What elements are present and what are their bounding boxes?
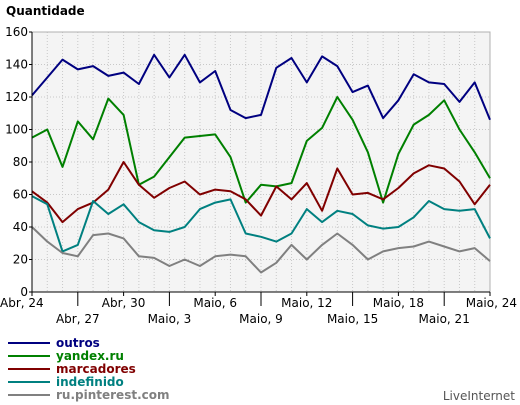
legend-label: outros [56, 336, 100, 350]
series-line-indefinido [31, 195, 491, 253]
chart-title: Quantidade [6, 4, 85, 18]
x-tick-label: Abr, 30 [102, 296, 146, 310]
y-tick-labels: 0 20 40 60 80 100 120 140 160 [5, 25, 32, 299]
x-tick-label: Abr, 27 [56, 312, 100, 326]
legend: outrosyandex.rumarcadoresindefinidoru.pi… [8, 336, 170, 402]
x-tick-label: Maio, 12 [281, 296, 332, 310]
y-tick-label: 60 [13, 188, 28, 202]
x-tick-label: Maio, 9 [239, 312, 283, 326]
y-tick-label: 20 [13, 253, 28, 267]
x-tick-label: Maio, 6 [193, 296, 237, 310]
series-line-ru-pinterest-com [31, 226, 491, 274]
grid [31, 31, 491, 293]
series-line-marcadores [31, 161, 491, 224]
series-line-outros [31, 53, 491, 121]
x-tick-label: Maio, 21 [419, 312, 470, 326]
x-tick-label: Maio, 18 [373, 296, 424, 310]
x-tick-label: Maio, 15 [327, 312, 378, 326]
credit-text: LiveInternet [443, 389, 515, 403]
y-tick-label: 80 [13, 155, 28, 169]
legend-label: marcadores [56, 362, 136, 376]
y-tick-label: 120 [5, 90, 28, 104]
series-line-yandex-ru [31, 96, 491, 204]
x-tick-label: Maio, 3 [148, 312, 192, 326]
legend-label: ru.pinterest.com [56, 388, 170, 402]
y-tick-label: 40 [13, 220, 28, 234]
series-lines [31, 53, 491, 274]
x-tick-label: Abr, 24 [0, 296, 44, 310]
x-tick-label: Maio, 24 [466, 296, 517, 310]
y-tick-label: 100 [5, 123, 28, 137]
y-tick-label: 0 [20, 285, 28, 299]
legend-label: yandex.ru [56, 349, 124, 363]
legend-label: indefinido [56, 375, 124, 389]
y-tick-label: 140 [5, 58, 28, 72]
y-tick-label: 160 [5, 25, 28, 39]
